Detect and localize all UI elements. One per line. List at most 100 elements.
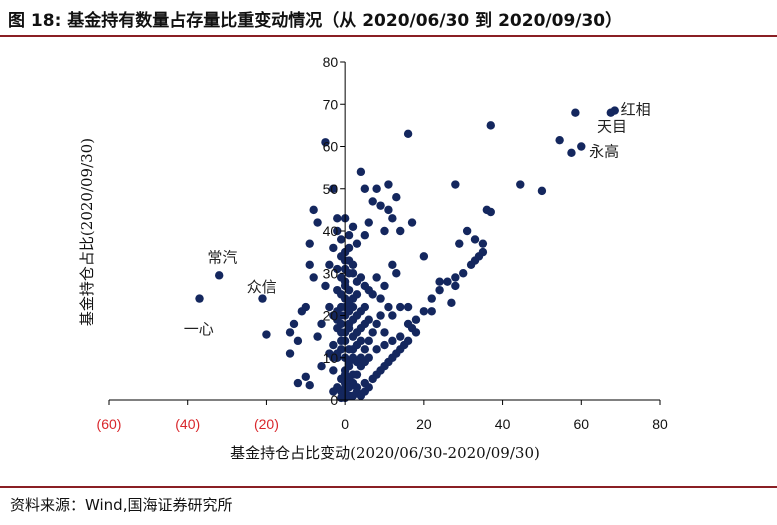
- data-point-152: [360, 345, 370, 354]
- data-point-164: [403, 302, 413, 312]
- data-point-97: [411, 315, 421, 324]
- data-point-144: [380, 281, 389, 291]
- data-point-43: [333, 226, 342, 236]
- x-tick-label-20: 20: [416, 416, 432, 432]
- source-rule: [0, 486, 777, 488]
- data-point-202: [344, 298, 354, 308]
- data-point-147: [384, 302, 393, 312]
- data-point-127: [368, 197, 377, 206]
- data-point-126: [356, 167, 366, 177]
- data-point-30: [305, 239, 314, 248]
- data-point-55: [329, 387, 338, 396]
- data-point-7: [516, 180, 525, 189]
- data-point-116: [419, 252, 429, 261]
- source-note: 资料来源：Wind,国海证券研究所: [10, 496, 233, 514]
- x-tick-label--60: (60): [97, 416, 122, 432]
- data-point-13: [321, 138, 330, 147]
- data-point-121: [384, 205, 393, 215]
- data-point-203: [337, 290, 346, 299]
- data-point-17: [262, 330, 271, 339]
- data-point-148: [376, 311, 385, 320]
- data-point-157: [364, 353, 373, 362]
- data-point-160: [388, 311, 397, 320]
- data-point-117: [407, 218, 417, 227]
- data-point-59: [333, 349, 342, 358]
- data-point-151: [364, 336, 373, 346]
- data-point-125: [360, 184, 370, 193]
- data-point-24: [309, 273, 318, 282]
- data-point-114: [447, 298, 456, 308]
- data-point-122: [380, 226, 389, 236]
- annotation-label-1: 天目: [597, 117, 627, 135]
- data-point-138: [356, 273, 366, 282]
- data-point-15: [215, 271, 224, 280]
- data-point-128: [376, 201, 385, 210]
- data-point-16: [258, 294, 267, 303]
- data-point-45: [337, 235, 346, 244]
- data-point-124: [372, 184, 381, 193]
- data-point-23: [293, 378, 303, 388]
- data-point-191: [352, 370, 362, 379]
- data-point-100: [435, 285, 444, 295]
- data-point-120: [392, 193, 401, 202]
- data-point-6: [537, 186, 547, 196]
- data-point-115: [427, 307, 436, 316]
- x-tick-label-0: 0: [341, 416, 349, 432]
- y-tick-label-70: 70: [323, 96, 339, 112]
- data-point-51: [329, 366, 338, 375]
- data-point-112: [451, 281, 460, 291]
- data-point-2: [571, 108, 580, 117]
- data-point-5: [577, 142, 586, 151]
- data-point-25: [305, 260, 314, 269]
- ticks-layer: 0 10 20 30 40 50 60 70 80 (60) (40) (20) 0 20 40 60 80: [97, 54, 668, 432]
- data-point-8: [486, 121, 495, 130]
- data-point-4: [567, 148, 576, 158]
- y-tick-label-20: 20: [323, 308, 339, 324]
- x-tick-label--40: (40): [175, 416, 200, 432]
- data-point-39: [325, 260, 334, 269]
- y-tick-label-10: 10: [323, 350, 339, 366]
- data-point-32: [317, 362, 326, 371]
- y-tick-label-60: 60: [323, 139, 339, 155]
- data-point-189: [344, 383, 354, 392]
- data-point-20: [293, 336, 303, 346]
- data-point-130: [360, 231, 370, 240]
- data-point-171: [364, 315, 373, 324]
- y-tick-label-0: 0: [330, 392, 338, 408]
- data-point-131: [352, 239, 362, 248]
- data-point-150: [368, 328, 377, 337]
- data-point-183: [344, 243, 354, 253]
- data-point-12: [451, 180, 460, 189]
- data-point-1: [606, 108, 616, 117]
- annotation-label-4: 众信: [247, 278, 277, 296]
- data-point-98: [419, 307, 429, 316]
- annotation-label-0: 红相: [621, 100, 651, 118]
- data-point-141: [368, 290, 377, 299]
- data-point-28: [309, 205, 318, 215]
- data-point-27: [289, 319, 299, 329]
- data-point-145: [388, 260, 397, 269]
- data-point-129: [364, 218, 373, 227]
- x-tick-label-60: 60: [573, 416, 589, 432]
- data-point-133: [344, 231, 354, 240]
- data-point-41: [333, 214, 342, 223]
- data-point-176: [352, 290, 362, 299]
- data-point-146: [392, 269, 401, 278]
- data-point-108: [455, 239, 464, 248]
- y-tick-label-80: 80: [323, 54, 339, 70]
- points-layer: [195, 106, 619, 403]
- data-point-101: [443, 277, 452, 286]
- y-tick-label-50: 50: [323, 181, 339, 197]
- data-point-22: [305, 381, 314, 390]
- data-point-143: [376, 294, 385, 303]
- data-point-149: [372, 319, 381, 329]
- data-point-206: [333, 264, 342, 274]
- data-point-3: [555, 135, 564, 145]
- data-point-107: [478, 247, 488, 257]
- annotation-label-3: 常汽: [207, 248, 237, 266]
- data-point-199: [344, 323, 354, 333]
- data-point-187: [348, 391, 358, 400]
- data-point-31: [301, 302, 310, 312]
- data-point-196: [356, 336, 366, 346]
